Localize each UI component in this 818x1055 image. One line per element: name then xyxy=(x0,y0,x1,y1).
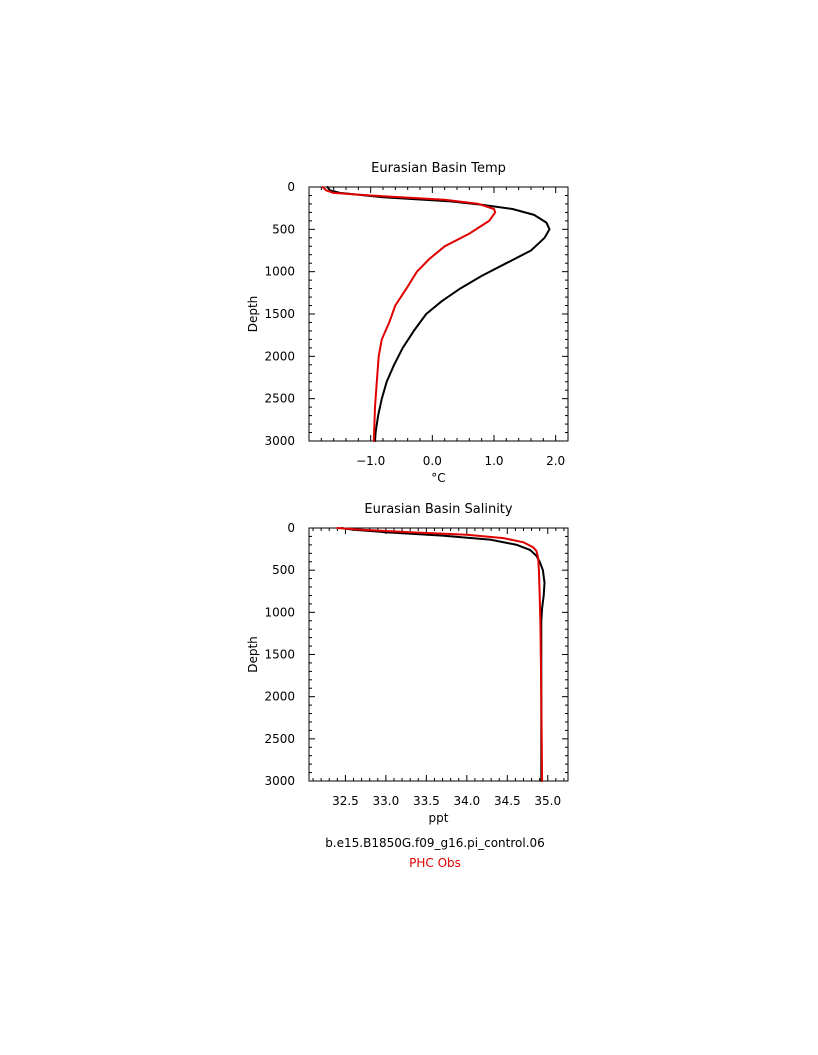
plot-frame xyxy=(308,527,569,782)
series-line-model xyxy=(340,527,546,782)
y-tick-label: 3000 xyxy=(264,434,295,448)
y-tick-label: 2500 xyxy=(264,732,295,746)
y-tick-label: 0 xyxy=(287,180,295,194)
y-tick-label: 1000 xyxy=(264,265,295,279)
y-tick-label: 2000 xyxy=(264,349,295,363)
chart-title: Eurasian Basin Salinity xyxy=(364,502,513,517)
x-axis-label: °C xyxy=(431,471,445,485)
salinity-panel: Eurasian Basin Salinity 0 500 1000 1500 2000 2… xyxy=(246,502,569,825)
series-line-model xyxy=(326,186,551,442)
legend-case-label: b.e15.B1850G.f09_g16.pi_control.06 xyxy=(325,836,545,850)
x-tick-label: 32.5 xyxy=(332,794,359,808)
series-line-obs xyxy=(321,186,497,442)
x-tick-label: 34.5 xyxy=(494,794,521,808)
y-tick-label: 2500 xyxy=(264,392,295,406)
legend-obs-label: PHC Obs xyxy=(409,856,461,870)
y-tick-label: 1500 xyxy=(264,307,295,321)
y-tick-label: 1500 xyxy=(264,648,295,662)
y-tick-label: 2000 xyxy=(264,690,295,704)
y-tick-label: 500 xyxy=(272,222,295,236)
y-axis-label: Depth xyxy=(246,296,260,333)
x-tick-label: 34.0 xyxy=(453,794,480,808)
plot-frame xyxy=(308,186,569,442)
y-tick-label: 3000 xyxy=(264,774,295,788)
x-tick-label: 35.0 xyxy=(534,794,561,808)
x-tick-label: 2.0 xyxy=(546,454,565,468)
x-tick-label: 0.0 xyxy=(423,454,442,468)
x-tick-label: 1.0 xyxy=(484,454,503,468)
y-tick-label: 500 xyxy=(272,563,295,577)
series-line-obs xyxy=(336,527,544,782)
temperature-panel: Eurasian Basin Temp 0 500 1000 1500 2000 2500 3… xyxy=(246,161,569,485)
y-axis-label: Depth xyxy=(246,636,260,673)
chart-title: Eurasian Basin Temp xyxy=(371,161,506,176)
x-tick-label: 33.0 xyxy=(373,794,400,808)
y-tick-label: 1000 xyxy=(264,605,295,619)
x-axis-label: ppt xyxy=(429,811,449,825)
y-tick-label: 0 xyxy=(287,521,295,535)
x-tick-label: −1.0 xyxy=(356,454,385,468)
x-tick-label: 33.5 xyxy=(413,794,440,808)
